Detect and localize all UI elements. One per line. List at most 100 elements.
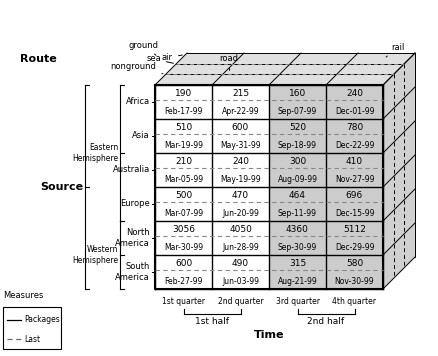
Polygon shape [383,53,415,289]
Text: 464: 464 [289,190,306,199]
Text: Nov-30-99: Nov-30-99 [335,277,374,286]
Text: 500: 500 [175,190,192,199]
Text: Last: Last [24,335,40,344]
Text: 240: 240 [346,89,363,98]
Text: Mar-05-99: Mar-05-99 [164,174,203,183]
Text: 5112: 5112 [343,225,366,234]
Text: 190: 190 [175,89,192,98]
Text: 410: 410 [346,157,363,166]
Text: Mar-19-99: Mar-19-99 [164,141,203,150]
Text: Sep-11-99: Sep-11-99 [278,209,317,218]
Text: Nov-27-99: Nov-27-99 [335,174,374,183]
Text: 600: 600 [232,122,249,131]
Bar [3,307,61,349]
Text: Sep-07-99: Sep-07-99 [278,106,317,115]
Text: Dec-29-99: Dec-29-99 [335,242,374,251]
Bar [326,153,383,187]
Text: 315: 315 [289,258,306,267]
Bar [269,221,326,255]
Bar [155,221,212,255]
Text: North
America: North America [115,228,150,248]
Text: Dec-01-99: Dec-01-99 [335,106,374,115]
Text: May-19-99: May-19-99 [220,174,261,183]
Text: 210: 210 [175,157,192,166]
Bar [155,153,212,187]
Text: Australia: Australia [113,166,150,174]
Text: sea: sea [146,54,173,63]
Text: Eastern
Hemisphere: Eastern Hemisphere [72,143,118,163]
Text: 1st half: 1st half [195,317,229,326]
Text: Packages: Packages [24,315,60,325]
Text: 4th quarter: 4th quarter [332,297,377,306]
Bar [326,85,383,119]
Bar [269,119,326,153]
Text: Sep-18-99: Sep-18-99 [278,141,317,150]
Text: 600: 600 [175,258,192,267]
Text: Jun-03-99: Jun-03-99 [222,277,259,286]
Text: road: road [219,54,239,70]
Text: 215: 215 [232,89,249,98]
Text: Measures: Measures [3,291,43,300]
Text: 240: 240 [232,157,249,166]
Bar [155,255,212,289]
Text: 696: 696 [346,190,363,199]
Bar [155,187,212,221]
Text: South
America: South America [115,262,150,282]
Text: 2nd half: 2nd half [307,317,345,326]
Text: ground: ground [128,41,158,55]
Text: Aug-09-99: Aug-09-99 [278,174,318,183]
Text: Jun-20-99: Jun-20-99 [222,209,259,218]
Text: rail: rail [386,42,405,57]
Text: Aug-21-99: Aug-21-99 [278,277,318,286]
Text: Time: Time [254,330,284,340]
Text: 490: 490 [232,258,249,267]
Bar [326,187,383,221]
Bar [212,85,269,119]
Text: Source: Source [40,182,83,192]
Bar [155,85,212,119]
Text: 4360: 4360 [286,225,309,234]
Text: Feb-27-99: Feb-27-99 [164,277,203,286]
Text: air: air [162,53,182,62]
Bar [269,85,326,119]
Bar [212,221,269,255]
Text: Mar-30-99: Mar-30-99 [164,242,203,251]
Text: Apr-22-99: Apr-22-99 [222,106,259,115]
Bar [326,255,383,289]
Text: Western
Hemisphere: Western Hemisphere [72,245,118,265]
Bar [212,187,269,221]
Text: nonground: nonground [110,62,163,74]
Text: 780: 780 [346,122,363,131]
Text: 510: 510 [175,122,192,131]
Bar [269,153,326,187]
Text: 3rd quarter: 3rd quarter [276,297,319,306]
Text: 300: 300 [289,157,306,166]
Text: Sep-30-99: Sep-30-99 [278,242,317,251]
Text: 520: 520 [289,122,306,131]
Bar [212,119,269,153]
Text: May-31-99: May-31-99 [220,141,261,150]
Text: Jun-28-99: Jun-28-99 [222,242,259,251]
Text: 1st quarter: 1st quarter [162,297,205,306]
Text: Route: Route [20,54,57,64]
Text: Mar-07-99: Mar-07-99 [164,209,203,218]
Polygon shape [155,53,415,85]
Bar [326,119,383,153]
Text: 160: 160 [289,89,306,98]
Text: Feb-17-99: Feb-17-99 [164,106,203,115]
Bar [155,119,212,153]
Bar [269,187,326,221]
Bar [269,255,326,289]
Bar [326,221,383,255]
Text: 470: 470 [232,190,249,199]
Text: 3056: 3056 [172,225,195,234]
Text: 2nd quarter: 2nd quarter [218,297,263,306]
Text: Dec-22-99: Dec-22-99 [335,141,374,150]
Text: Dec-15-99: Dec-15-99 [335,209,374,218]
Text: Asia: Asia [132,131,150,141]
Bar [212,153,269,187]
Text: 4050: 4050 [229,225,252,234]
Text: 580: 580 [346,258,363,267]
Bar [212,255,269,289]
Text: Europe: Europe [120,199,150,209]
